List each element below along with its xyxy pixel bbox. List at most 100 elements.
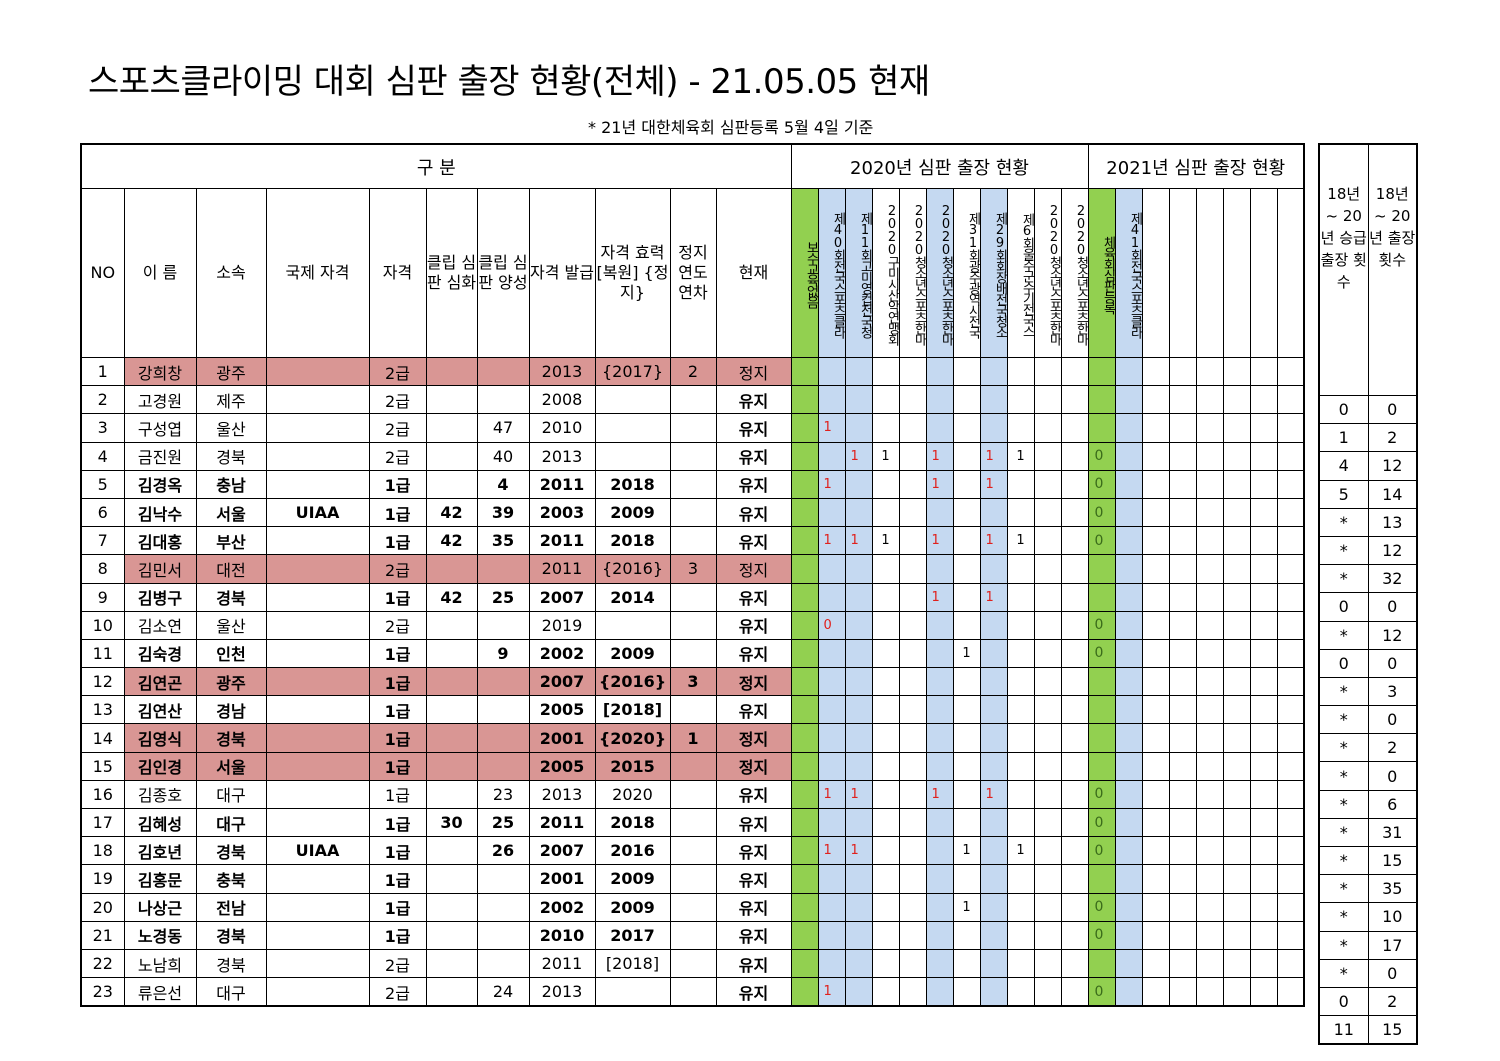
row-valid: {2020} [594, 723, 671, 753]
row-intl [265, 864, 370, 894]
table-row: 16 김종호 대구 1급 23 2013 2020 유지 1 1 1 1 0 [80, 779, 1305, 810]
row-mark-2020 [925, 723, 954, 753]
row-mark-2021-blank [1195, 892, 1224, 922]
row-mark-2020 [898, 667, 927, 697]
row-promo-count: 5 [1318, 479, 1369, 509]
table-row: 23 류은선 대구 2급 24 2013 유지 1 0 [80, 977, 1305, 1007]
row-issue: 2011 [528, 554, 596, 584]
row-no: 10 [80, 610, 125, 640]
row-mark-2021-blank [1141, 526, 1170, 556]
row-mark-2020: 1 [871, 526, 900, 556]
row-valid: 2009 [594, 864, 671, 894]
row-issue: 2011 [528, 807, 596, 838]
row-mark-2021-blank [1195, 695, 1224, 725]
row-deep [425, 610, 478, 640]
row-mark-2020 [1006, 977, 1035, 1007]
row-mark-2021-blank [1276, 469, 1305, 499]
row-stop [669, 610, 717, 640]
row-mark-2020 [871, 667, 900, 697]
event-2021-header: 체육회심판등록 [1087, 188, 1116, 358]
row-mark-2021-blank [1276, 695, 1305, 725]
row-org: 경북 [195, 723, 267, 753]
row-mark-2020 [1033, 836, 1062, 866]
row-mark-2021: 0 [1087, 807, 1116, 838]
row-intl [265, 385, 370, 415]
row-mark-2021-blank [1195, 807, 1224, 838]
count-row: * 17 [1318, 930, 1418, 960]
row-mark-2021-blank [1195, 526, 1224, 556]
row-mark-2021-blank [1276, 920, 1305, 950]
row-mark-2021 [1087, 413, 1116, 443]
row-mark-2020 [1033, 526, 1062, 556]
row-mark-2021 [1114, 723, 1143, 753]
row-mark-2021-blank [1168, 441, 1197, 471]
count-row: * 0 [1318, 958, 1418, 988]
row-stop [669, 948, 717, 979]
row-mark-2020 [898, 526, 927, 556]
row-deep [425, 413, 478, 443]
row-org: 대구 [195, 779, 267, 810]
row-mark-2020 [790, 977, 819, 1007]
col-deep-header: 클립 심판 심화 [425, 188, 478, 358]
row-valid: 2014 [594, 582, 671, 612]
row-mark-2020 [979, 497, 1008, 528]
row-intl [265, 413, 370, 443]
row-mark-2020 [925, 385, 954, 415]
row-mark-2020 [925, 977, 954, 1007]
row-deep [425, 385, 478, 415]
row-mark-2021-blank [1276, 723, 1305, 753]
col-stop-header: 정지 연도 연차 [669, 188, 717, 358]
row-mark-2020 [952, 413, 981, 443]
row-mark-2020 [1033, 667, 1062, 697]
row-total-count: 0 [1367, 648, 1418, 678]
row-status: 유지 [715, 864, 792, 894]
row-total-count: 2 [1367, 733, 1418, 763]
row-mark-2020 [952, 582, 981, 612]
row-mark-2020 [898, 413, 927, 443]
row-mark-2020 [844, 892, 873, 922]
row-mark-2020: 1 [844, 779, 873, 810]
row-issue: 2013 [528, 779, 596, 810]
row-no: 23 [80, 977, 125, 1007]
row-mark-2021-blank [1168, 723, 1197, 753]
row-promo-count: * [1318, 733, 1369, 763]
row-mark-2021 [1114, 638, 1143, 669]
row-mark-2021-blank [1168, 385, 1197, 415]
row-mark-2020: 1 [844, 836, 873, 866]
row-grade: 1급 [368, 582, 427, 612]
row-mark-2020 [1033, 385, 1062, 415]
count-row: * 13 [1318, 507, 1418, 537]
row-grade: 1급 [368, 779, 427, 810]
row-intl [265, 554, 370, 584]
row-mark-2020 [952, 526, 981, 556]
event-2020-header: 2020청소년스포츠한마 [925, 188, 954, 358]
count-row: * 31 [1318, 817, 1418, 848]
row-grade: 1급 [368, 892, 427, 922]
row-status: 유지 [715, 385, 792, 415]
row-mark-2020: 1 [952, 836, 981, 866]
row-mark-2020 [844, 582, 873, 612]
row-mark-2020 [925, 356, 954, 387]
row-mark-2020 [898, 920, 927, 950]
row-grade: 2급 [368, 385, 427, 415]
row-mark-2021-blank [1276, 667, 1305, 697]
row-mark-2021-blank [1222, 695, 1251, 725]
table-row: 4 금진원 경북 2급 40 2013 유지 1 1 1 1 1 0 [80, 441, 1305, 471]
row-status: 유지 [715, 441, 792, 471]
row-mark-2020 [817, 667, 846, 697]
table-row: 19 김홍문 충북 1급 2001 2009 유지 [80, 864, 1305, 894]
table-row: 21 노경동 경북 1급 2010 2017 유지 0 [80, 920, 1305, 950]
row-mark-2021-blank [1276, 582, 1305, 612]
row-grade: 2급 [368, 948, 427, 979]
row-mark-2021-blank [1222, 385, 1251, 415]
row-mark-2020 [952, 751, 981, 781]
row-mark-2020 [790, 413, 819, 443]
row-mark-2020 [790, 441, 819, 471]
row-mark-2020 [1060, 807, 1089, 838]
row-mark-2020 [871, 920, 900, 950]
row-no: 16 [80, 779, 125, 810]
table-row: 3 구성엽 울산 2급 47 2010 유지 1 [80, 413, 1305, 443]
row-mark-2021-blank [1141, 385, 1170, 415]
row-deep: 42 [425, 582, 478, 612]
row-mark-2021-blank [1249, 836, 1278, 866]
